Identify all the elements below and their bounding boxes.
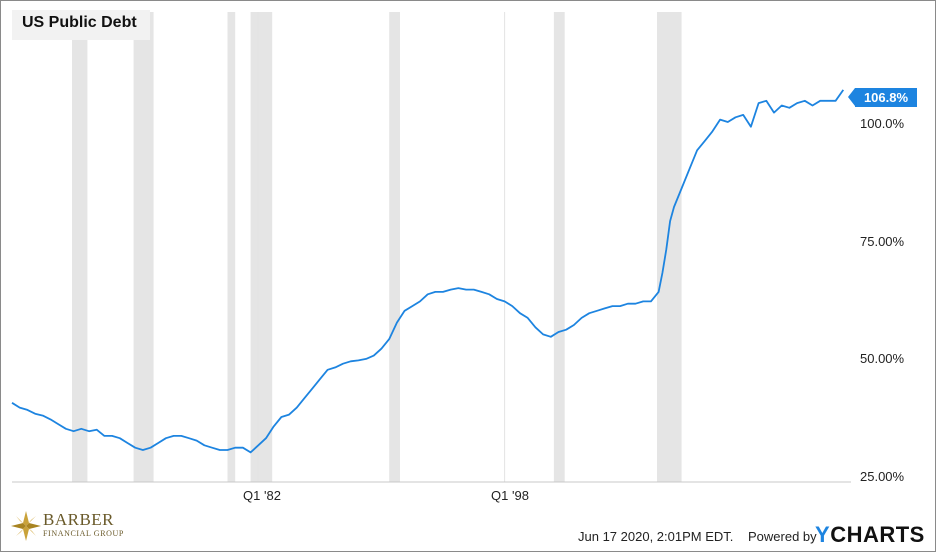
y-tick-label: 100.0%: [860, 116, 905, 131]
barber-logo-icon: [11, 511, 41, 541]
recession-band: [133, 12, 154, 482]
recession-band: [227, 12, 236, 482]
timestamp: Jun 17 2020, 2:01PM EDT.: [578, 529, 734, 544]
series-line: [11, 89, 845, 454]
last-value-badge: 106.8%: [855, 88, 917, 107]
y-tick-label: 50.00%: [860, 351, 905, 366]
chart-title: US Public Debt: [22, 14, 137, 31]
logo-name: BARBER: [43, 510, 115, 529]
title-box: [12, 10, 150, 40]
recession-band: [72, 12, 88, 482]
y-tick-label: 75.00%: [860, 234, 905, 249]
recession-band: [250, 12, 273, 482]
ycharts-brand[interactable]: YCHARTS: [815, 522, 925, 548]
recession-band: [553, 12, 565, 482]
recession-band: [657, 12, 682, 482]
ycharts-brand-rest: CHARTS: [830, 522, 925, 547]
x-tick-label: Q1 '98: [491, 488, 529, 503]
recession-band: [389, 12, 400, 482]
logo-subtitle: FINANCIAL GROUP: [43, 529, 124, 538]
y-tick-label: 25.00%: [860, 469, 905, 484]
powered-by-label: Powered by: [748, 529, 817, 544]
ycharts-brand-y: Y: [815, 522, 831, 547]
x-tick-label: Q1 '82: [243, 488, 281, 503]
last-value-pointer: [848, 88, 855, 106]
